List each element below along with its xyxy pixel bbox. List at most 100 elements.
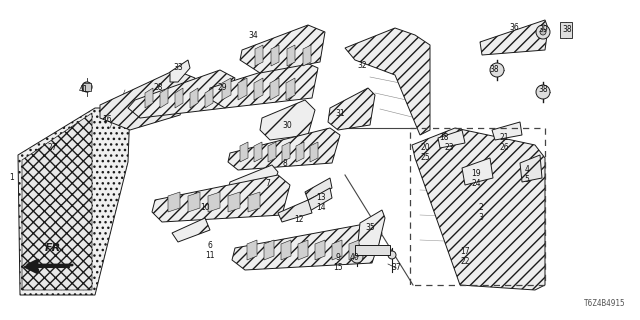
Text: 38: 38 <box>489 66 499 75</box>
Polygon shape <box>281 240 291 260</box>
Circle shape <box>388 251 396 259</box>
Text: 20: 20 <box>420 142 430 151</box>
Polygon shape <box>152 175 290 222</box>
Polygon shape <box>222 78 231 100</box>
Polygon shape <box>303 45 311 66</box>
Polygon shape <box>315 240 325 260</box>
Polygon shape <box>462 158 493 185</box>
Polygon shape <box>438 130 465 148</box>
Polygon shape <box>268 142 276 162</box>
Polygon shape <box>305 188 332 212</box>
Text: 10: 10 <box>200 204 210 212</box>
Text: 23: 23 <box>444 143 454 153</box>
Text: 14: 14 <box>316 204 326 212</box>
Text: 25: 25 <box>420 153 430 162</box>
Text: 38: 38 <box>538 85 548 94</box>
Polygon shape <box>247 240 257 260</box>
Polygon shape <box>270 78 279 100</box>
Text: 27: 27 <box>47 143 57 153</box>
Polygon shape <box>412 128 545 290</box>
Text: 36: 36 <box>509 23 519 33</box>
Text: 26: 26 <box>499 143 509 153</box>
Polygon shape <box>100 70 195 130</box>
Text: 18: 18 <box>439 133 449 142</box>
Polygon shape <box>240 142 248 162</box>
Text: 4: 4 <box>525 165 529 174</box>
Circle shape <box>82 82 92 92</box>
Polygon shape <box>305 178 332 200</box>
Text: 28: 28 <box>153 84 163 92</box>
Polygon shape <box>260 100 315 140</box>
Text: 17: 17 <box>460 247 470 257</box>
Polygon shape <box>168 192 180 212</box>
Text: 21: 21 <box>499 133 509 142</box>
Polygon shape <box>238 78 247 100</box>
Polygon shape <box>205 88 213 108</box>
Polygon shape <box>228 165 278 198</box>
Polygon shape <box>190 88 198 108</box>
Polygon shape <box>358 210 385 252</box>
Text: 5: 5 <box>525 175 529 185</box>
Text: 39: 39 <box>538 25 548 34</box>
Text: 24: 24 <box>471 179 481 188</box>
Text: 37: 37 <box>391 263 401 273</box>
Polygon shape <box>170 60 190 82</box>
Polygon shape <box>240 25 325 73</box>
Polygon shape <box>175 88 183 108</box>
Circle shape <box>490 63 504 77</box>
Text: FR.: FR. <box>45 243 65 253</box>
Polygon shape <box>560 22 572 38</box>
Polygon shape <box>310 142 318 162</box>
Polygon shape <box>296 142 304 162</box>
Polygon shape <box>228 128 340 170</box>
Polygon shape <box>248 192 260 212</box>
Text: 11: 11 <box>205 251 215 260</box>
Circle shape <box>351 251 363 263</box>
Text: 22: 22 <box>460 258 470 267</box>
Text: 6: 6 <box>207 241 212 250</box>
Polygon shape <box>271 45 279 66</box>
Text: 29: 29 <box>217 84 227 92</box>
Text: 33: 33 <box>173 63 183 73</box>
Polygon shape <box>18 108 130 295</box>
Polygon shape <box>172 218 210 242</box>
Text: 7: 7 <box>266 179 271 188</box>
Text: T6Z4B4915: T6Z4B4915 <box>584 299 626 308</box>
Text: 40: 40 <box>350 253 360 262</box>
Polygon shape <box>282 142 290 162</box>
Polygon shape <box>128 70 235 118</box>
Circle shape <box>536 25 550 39</box>
Polygon shape <box>255 45 263 66</box>
Text: 31: 31 <box>335 108 345 117</box>
Polygon shape <box>83 83 91 91</box>
Text: 16: 16 <box>102 116 112 124</box>
Polygon shape <box>254 142 262 162</box>
Text: 38: 38 <box>562 25 572 34</box>
Text: 41: 41 <box>78 84 88 93</box>
Text: 1: 1 <box>10 173 14 182</box>
Text: 12: 12 <box>294 215 304 225</box>
Text: 32: 32 <box>357 60 367 69</box>
Text: 9: 9 <box>335 253 340 262</box>
Polygon shape <box>22 113 92 290</box>
Polygon shape <box>349 240 359 260</box>
Polygon shape <box>228 192 240 212</box>
Text: 19: 19 <box>471 169 481 178</box>
Polygon shape <box>492 122 522 140</box>
Polygon shape <box>520 155 542 182</box>
Polygon shape <box>264 240 274 260</box>
Polygon shape <box>332 240 342 260</box>
Polygon shape <box>145 88 153 108</box>
Text: 35: 35 <box>365 223 375 233</box>
Polygon shape <box>328 88 375 130</box>
Polygon shape <box>480 20 548 55</box>
Text: 3: 3 <box>479 213 483 222</box>
Text: 8: 8 <box>283 158 287 167</box>
Polygon shape <box>254 78 263 100</box>
Polygon shape <box>208 192 220 212</box>
Bar <box>410 128 545 285</box>
Polygon shape <box>286 78 295 100</box>
Circle shape <box>536 85 550 99</box>
Text: 15: 15 <box>333 263 343 273</box>
Polygon shape <box>278 200 312 222</box>
